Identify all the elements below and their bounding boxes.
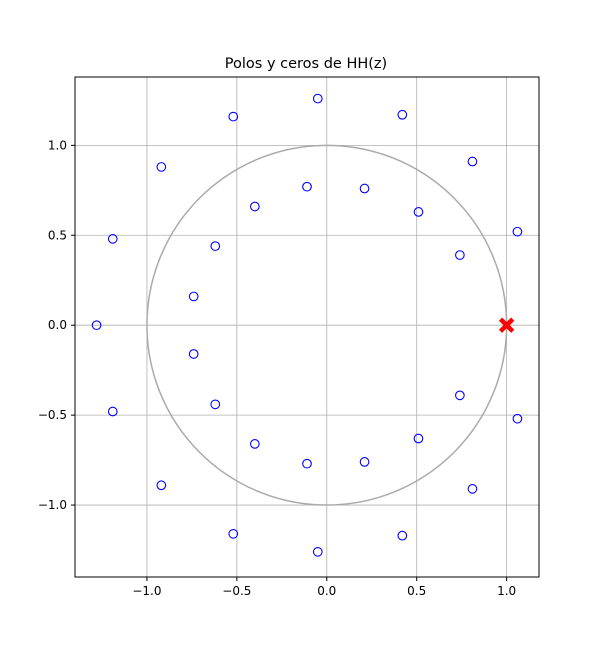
grid-lines [75, 77, 539, 577]
zero-marker [107, 406, 118, 417]
zero-marker [413, 433, 424, 444]
zero-marker [302, 181, 312, 192]
y-tick-label: −1.0 [38, 498, 67, 512]
zero-marker [210, 399, 221, 410]
zero-marker [302, 458, 312, 469]
zero-marker [455, 390, 465, 401]
x-tick-label: 0.0 [317, 584, 336, 598]
x-tick-labels: −1.0 −0.5 0.0 0.5 1.0 [132, 584, 516, 598]
y-tick-label: −0.5 [38, 408, 67, 422]
pole-marker [498, 317, 515, 333]
zero-marker [210, 241, 221, 251]
zero-marker [467, 156, 478, 167]
x-tick-label: 1.0 [497, 584, 516, 598]
zero-marker [312, 93, 323, 104]
x-tick-label: −1.0 [132, 584, 161, 598]
zero-marker [188, 291, 199, 302]
zero-marker [249, 439, 260, 449]
zero-marker [467, 484, 478, 494]
zero-marker [188, 349, 199, 359]
chart-title: Polos y ceros de HH(z) [225, 56, 387, 72]
zero-marker [397, 109, 408, 120]
y-tick-label: 0.5 [48, 228, 67, 242]
y-tick-label: 1.0 [48, 138, 67, 152]
zero-marker [512, 413, 523, 424]
zero-marker [228, 111, 239, 122]
tick-marks [71, 144, 508, 581]
zero-marker [156, 480, 167, 491]
zero-marker [91, 320, 102, 331]
zero-marker [455, 250, 465, 260]
x-tick-label: 0.5 [407, 584, 426, 598]
zero-marker [512, 226, 523, 237]
zero-marker [228, 528, 239, 539]
zero-marker [249, 201, 260, 212]
zero-marker [359, 457, 370, 467]
y-tick-labels: −1.0 −0.5 0.0 0.5 1.0 [38, 138, 67, 512]
zero-marker [156, 162, 167, 172]
zero-marker [312, 546, 323, 557]
zero-marker [107, 234, 118, 244]
zero-marker [413, 207, 424, 217]
y-tick-label: 0.0 [48, 318, 67, 332]
zero-marker [359, 183, 370, 194]
x-tick-label: −0.5 [222, 584, 251, 598]
axes-frame [74, 76, 540, 578]
zero-marker [397, 530, 408, 541]
markers-layer [91, 93, 523, 557]
